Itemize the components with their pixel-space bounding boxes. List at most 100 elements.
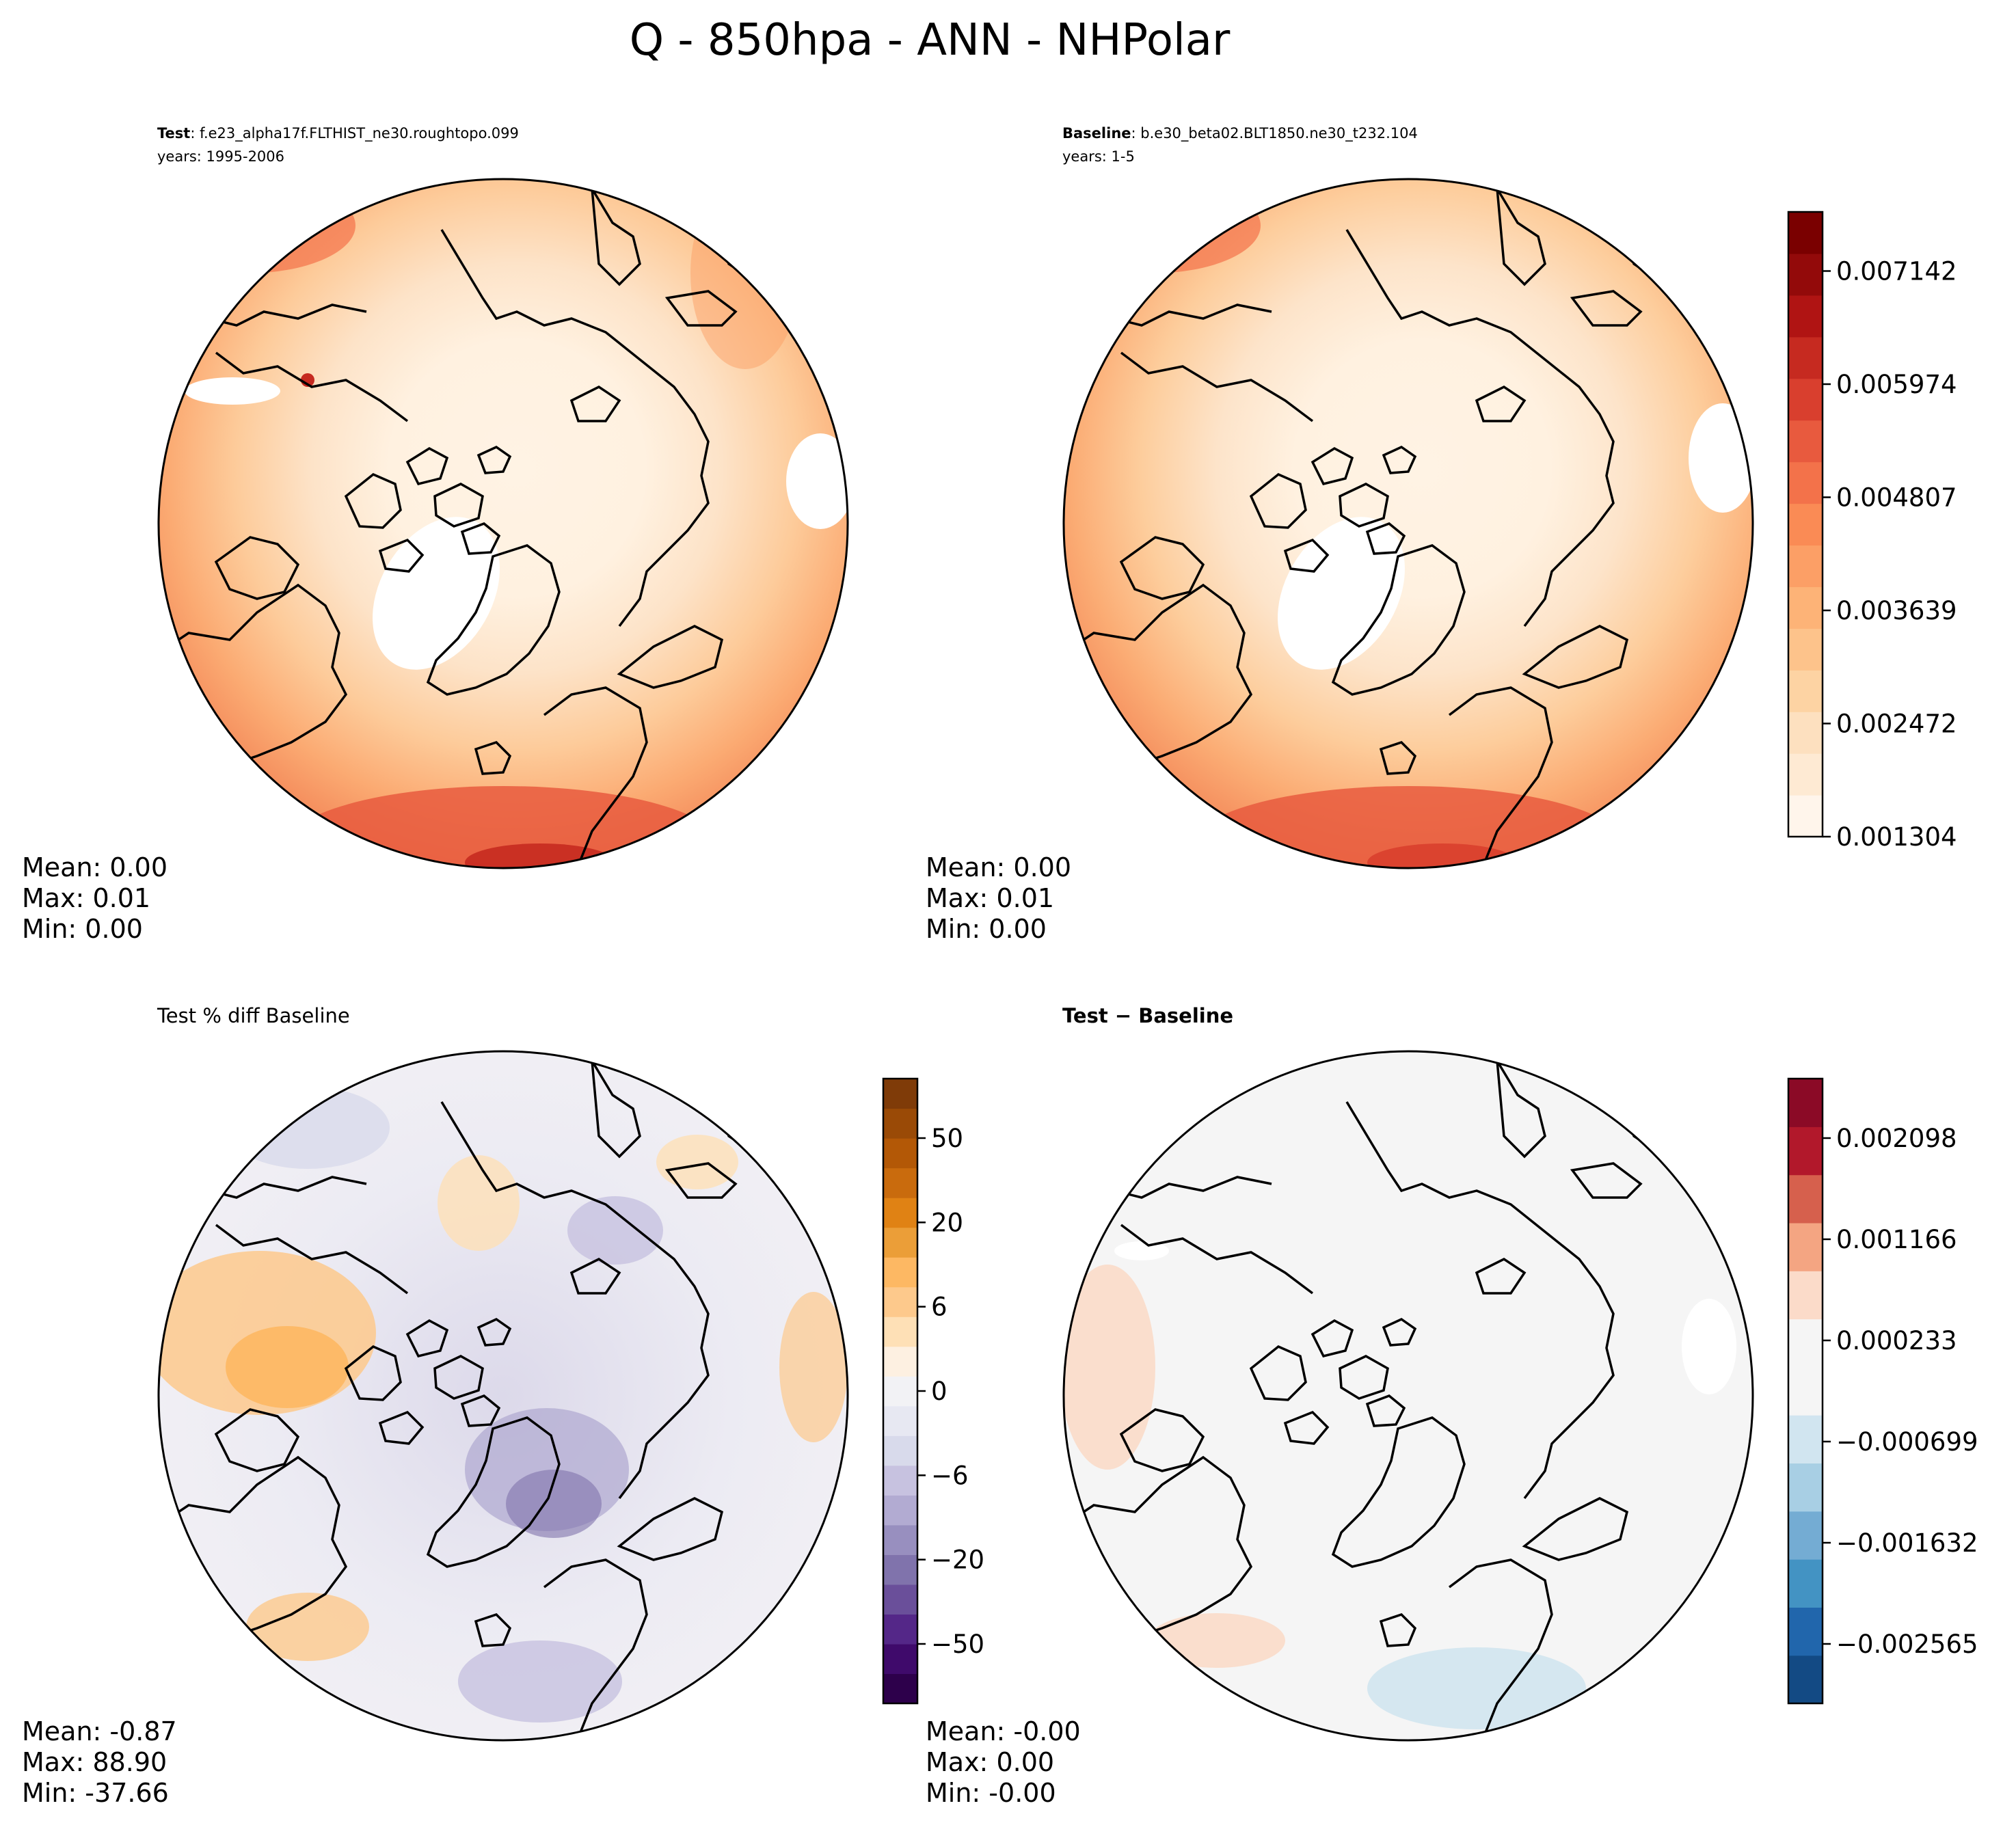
colorbar-abs: 0.001304 0.002472 0.003639 0.004807 0.005974… bbox=[1787, 211, 1957, 852]
colorbar-abs-segment bbox=[1788, 336, 1823, 379]
diff-header: Test − Baseline bbox=[1062, 1004, 1233, 1027]
colorbar-diff-tick-label: 0.002098 bbox=[1836, 1124, 1957, 1153]
colorbar-diff-segment bbox=[1788, 1222, 1823, 1271]
colorbar-diff-tick-label: −0.002565 bbox=[1836, 1630, 1978, 1659]
pctdiff-header: Test % diff Baseline bbox=[157, 1004, 350, 1027]
colorbar-pct: −50 −20 −6 0 6 20 50 bbox=[882, 1077, 984, 1705]
colorbar-diff-frame bbox=[1787, 1077, 1824, 1705]
colorbar-diff-tick-label: −0.000699 bbox=[1836, 1427, 1978, 1457]
colorbar-pct-segment bbox=[883, 1316, 917, 1347]
colorbar-pct-segment bbox=[883, 1346, 917, 1377]
colorbar-pct-segment bbox=[883, 1465, 917, 1496]
baseline-stat-max: Max: 0.01 bbox=[926, 883, 1054, 913]
baseline-header: Baseline: b.e30_beta02.BLT1850.ne30_t232… bbox=[1062, 125, 1418, 142]
pctdiff-stat-max: Max: 88.90 bbox=[22, 1747, 167, 1777]
colorbar-pct-tick-label: 6 bbox=[931, 1293, 947, 1322]
baseline-map bbox=[1062, 178, 1754, 869]
colorbar-abs-tick-label: 0.005974 bbox=[1836, 370, 1957, 399]
colorbar-pct-tick-label: 20 bbox=[931, 1208, 963, 1237]
colorbar-pct-segment bbox=[883, 1405, 917, 1436]
colorbar-pct-tick-label: −50 bbox=[931, 1630, 984, 1659]
pctdiff-stat-min: Min: -37.66 bbox=[22, 1778, 169, 1808]
diff-map bbox=[1062, 1050, 1754, 1742]
colorbar-abs-segment bbox=[1788, 795, 1823, 837]
colorbar-pct-segment bbox=[883, 1376, 917, 1407]
colorbar-abs-segment bbox=[1788, 461, 1823, 504]
colorbar-diff-segment bbox=[1788, 1271, 1823, 1320]
colorbar-diff: −0.002565 −0.001632 −0.000699 0.000233 0.001… bbox=[1787, 1077, 1978, 1705]
test-header: Test: f.e23_alpha17f.FLTHIST_ne30.rought… bbox=[157, 125, 519, 142]
colorbar-abs-segment bbox=[1788, 628, 1823, 671]
colorbar-diff-tick-label: 0.000233 bbox=[1836, 1326, 1957, 1355]
colorbar-pct-tick-label: 50 bbox=[931, 1124, 963, 1153]
colorbar-pct-segment bbox=[883, 1614, 917, 1645]
colorbar-diff-tick-label: 0.001166 bbox=[1836, 1225, 1957, 1254]
colorbar-pct-segment bbox=[883, 1198, 917, 1228]
colorbar-abs-segment bbox=[1788, 753, 1823, 796]
colorbar-pct-segment bbox=[883, 1138, 917, 1169]
test-stat-min: Min: 0.00 bbox=[22, 914, 143, 944]
colorbar-abs-segment bbox=[1788, 253, 1823, 296]
colorbar-pct-segment bbox=[883, 1227, 917, 1258]
colorbar-diff-segment bbox=[1788, 1415, 1823, 1464]
colorbar-diff-segment bbox=[1788, 1174, 1823, 1224]
colorbar-diff-segment bbox=[1788, 1463, 1823, 1512]
colorbar-abs-tick-label: 0.003639 bbox=[1836, 596, 1957, 625]
colorbar-abs-tick-label: 0.004807 bbox=[1836, 483, 1957, 513]
colorbar-pct-tick-label: −6 bbox=[931, 1461, 969, 1490]
colorbar-diff-segment bbox=[1788, 1607, 1823, 1656]
colorbar-abs-segment bbox=[1788, 545, 1823, 587]
colorbar-abs-segment bbox=[1788, 378, 1823, 421]
test-stat-max: Max: 0.01 bbox=[22, 883, 150, 913]
test-header-bold: Test bbox=[157, 125, 190, 141]
diff-stat-min: Min: -0.00 bbox=[926, 1778, 1056, 1808]
colorbar-diff-segment bbox=[1788, 1559, 1823, 1608]
baseline-stat-mean: Mean: 0.00 bbox=[926, 852, 1071, 882]
baseline-header-bold: Baseline bbox=[1062, 125, 1131, 141]
colorbar-pct-segment bbox=[883, 1079, 917, 1109]
pctdiff-map bbox=[157, 1050, 849, 1742]
pctdiff-stat-mean: Mean: -0.87 bbox=[22, 1716, 177, 1746]
colorbar-pct-segment bbox=[883, 1643, 917, 1675]
colorbar-pct-segment bbox=[883, 1495, 917, 1526]
baseline-stat-min: Min: 0.00 bbox=[926, 914, 1047, 944]
colorbar-pct-segment bbox=[883, 1435, 917, 1466]
colorbar-diff-segment bbox=[1788, 1511, 1823, 1560]
colorbar-abs-segment bbox=[1788, 295, 1823, 338]
colorbar-abs-tick-label: 0.007142 bbox=[1836, 257, 1957, 286]
baseline-stats: Mean: 0.00 Max: 0.01 Min: 0.00 bbox=[926, 852, 1071, 944]
colorbar-pct-tick-label: 0 bbox=[931, 1377, 947, 1406]
colorbar-pct-segment bbox=[883, 1584, 917, 1615]
colorbar-abs-segment bbox=[1788, 212, 1823, 254]
pctdiff-stats: Mean: -0.87 Max: 88.90 Min: -37.66 bbox=[22, 1716, 177, 1808]
colorbar-diff-segment bbox=[1788, 1126, 1823, 1176]
colorbar-abs-segment bbox=[1788, 712, 1823, 754]
colorbar-abs-segment bbox=[1788, 503, 1823, 546]
colorbar-abs-tick-label: 0.002472 bbox=[1836, 710, 1957, 739]
diff-stat-mean: Mean: -0.00 bbox=[926, 1716, 1081, 1746]
colorbar-pct-segment bbox=[883, 1673, 917, 1704]
colorbar-abs-tick-label: 0.001304 bbox=[1836, 822, 1957, 852]
colorbar-pct-segment bbox=[883, 1286, 917, 1317]
colorbar-diff-segment bbox=[1788, 1366, 1823, 1416]
colorbar-pct-segment bbox=[883, 1257, 917, 1288]
colorbar-abs-segment bbox=[1788, 420, 1823, 463]
colorbar-diff-tick-label: −0.001632 bbox=[1836, 1528, 1978, 1558]
test-header-case: : f.e23_alpha17f.FLTHIST_ne30.roughtopo.… bbox=[190, 125, 519, 142]
baseline-header-case: : b.e30_beta02.BLT1850.ne30_t232.104 bbox=[1131, 125, 1418, 142]
colorbar-diff-segment bbox=[1788, 1655, 1823, 1704]
figure-title: Q - 850hpa - ANN - NHPolar bbox=[630, 15, 1231, 66]
colorbar-pct-segment bbox=[883, 1167, 917, 1198]
diff-stats: Mean: -0.00 Max: 0.00 Min: -0.00 bbox=[926, 1716, 1081, 1808]
test-years: years: 1995-2006 bbox=[157, 148, 284, 165]
test-map bbox=[157, 178, 849, 869]
colorbar-abs-segment bbox=[1788, 670, 1823, 712]
colorbar-pct-tick-label: −20 bbox=[931, 1545, 984, 1575]
colorbar-diff-segment bbox=[1788, 1079, 1823, 1127]
diff-stat-max: Max: 0.00 bbox=[926, 1747, 1054, 1777]
test-stats: Mean: 0.00 Max: 0.01 Min: 0.00 bbox=[22, 852, 167, 944]
colorbar-pct-segment bbox=[883, 1108, 917, 1139]
colorbar-abs-segment bbox=[1788, 586, 1823, 629]
test-stat-mean: Mean: 0.00 bbox=[22, 852, 167, 882]
